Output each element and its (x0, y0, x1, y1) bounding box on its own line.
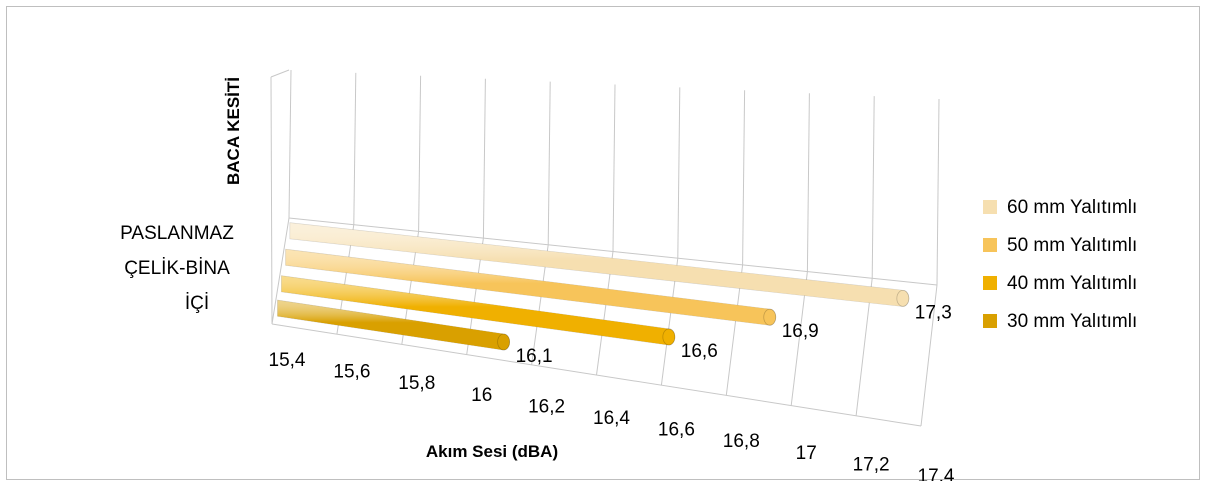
wall-top-left (270, 69, 290, 78)
wall-gridline (936, 98, 940, 286)
legend-swatch (983, 276, 997, 290)
bar-end-cap (662, 328, 676, 346)
legend-label: 60 mm Yalıtımlı (1007, 197, 1137, 218)
category-labels: PASLANMAZ ÇELİK-BİNA İÇİ (120, 223, 234, 314)
category-label: İÇİ (185, 293, 209, 314)
x-tick-label: 16 (471, 385, 492, 406)
legend: 60 mm Yalıtımlı 50 mm Yalıtımlı 40 mm Yalı… (983, 197, 1137, 332)
x-tick-label: 17,4 (918, 466, 955, 481)
wall-gridline (482, 78, 486, 239)
y-axis-title: BACA KESİTİ (224, 77, 243, 185)
wall-gridline (418, 75, 422, 232)
category-label: PASLANMAZ (120, 223, 234, 244)
floor-gridline (271, 217, 290, 325)
bar-end-cap (497, 333, 510, 351)
bar-highlight (289, 222, 909, 307)
bar-highlight (281, 275, 675, 345)
bar-end-cap (763, 308, 777, 326)
bars (277, 222, 910, 351)
x-tick-label: 15,4 (269, 350, 306, 371)
category-label: ÇELİK-BİNA (124, 258, 230, 279)
x-tick-label: 16,8 (723, 431, 760, 452)
wall-gridline (288, 69, 292, 219)
legend-label: 50 mm Yalıtımlı (1007, 235, 1137, 256)
data-label: 16,9 (782, 321, 819, 342)
wall-gridline (806, 93, 810, 272)
x-tick-label: 15,6 (333, 362, 370, 383)
bar-highlight (285, 249, 776, 326)
x-tick-label: 17 (796, 443, 817, 464)
wall-gridline (742, 90, 746, 265)
wall-gridline (612, 84, 616, 252)
bar-highlight (277, 300, 510, 350)
floor-gridline (920, 284, 938, 427)
legend-swatch (983, 314, 997, 328)
wall-gridline (677, 87, 681, 259)
left-wall-edge (270, 76, 273, 325)
x-tick-labels: 15,4 15,6 15,8 16 16,2 16,4 16,6 16,8 17 17,2 17,4 (269, 350, 955, 481)
x-tick-label: 16,6 (658, 420, 695, 441)
legend-label: 30 mm Yalıtımlı (1007, 311, 1137, 332)
x-tick-label: 15,8 (398, 373, 435, 394)
chart-frame: 15,4 15,6 15,8 16 16,2 16,4 16,6 16,8 17 17,2 17,4… (6, 6, 1200, 481)
wall-gridline (353, 72, 357, 225)
x-tick-label: 16,2 (528, 396, 565, 417)
wall-gridline (547, 81, 551, 245)
bar-chart-3d: 15,4 15,6 15,8 16 16,2 16,4 16,6 16,8 17 17,2 17,4… (120, 69, 1137, 481)
legend-swatch (983, 238, 997, 252)
bar-end-cap (896, 289, 910, 307)
data-label: 16,6 (681, 341, 718, 362)
data-label: 17,3 (915, 302, 952, 323)
legend-swatch (983, 200, 997, 214)
x-tick-label: 17,2 (853, 454, 890, 475)
wall-gridline (871, 96, 875, 279)
x-axis-title: Akım Sesi (dBA) (426, 442, 558, 461)
legend-label: 40 mm Yalıtımlı (1007, 273, 1137, 294)
data-label: 16,1 (516, 346, 553, 367)
x-tick-label: 16,4 (593, 408, 630, 429)
data-labels: 17,3 16,9 16,6 16,1 (516, 302, 952, 367)
